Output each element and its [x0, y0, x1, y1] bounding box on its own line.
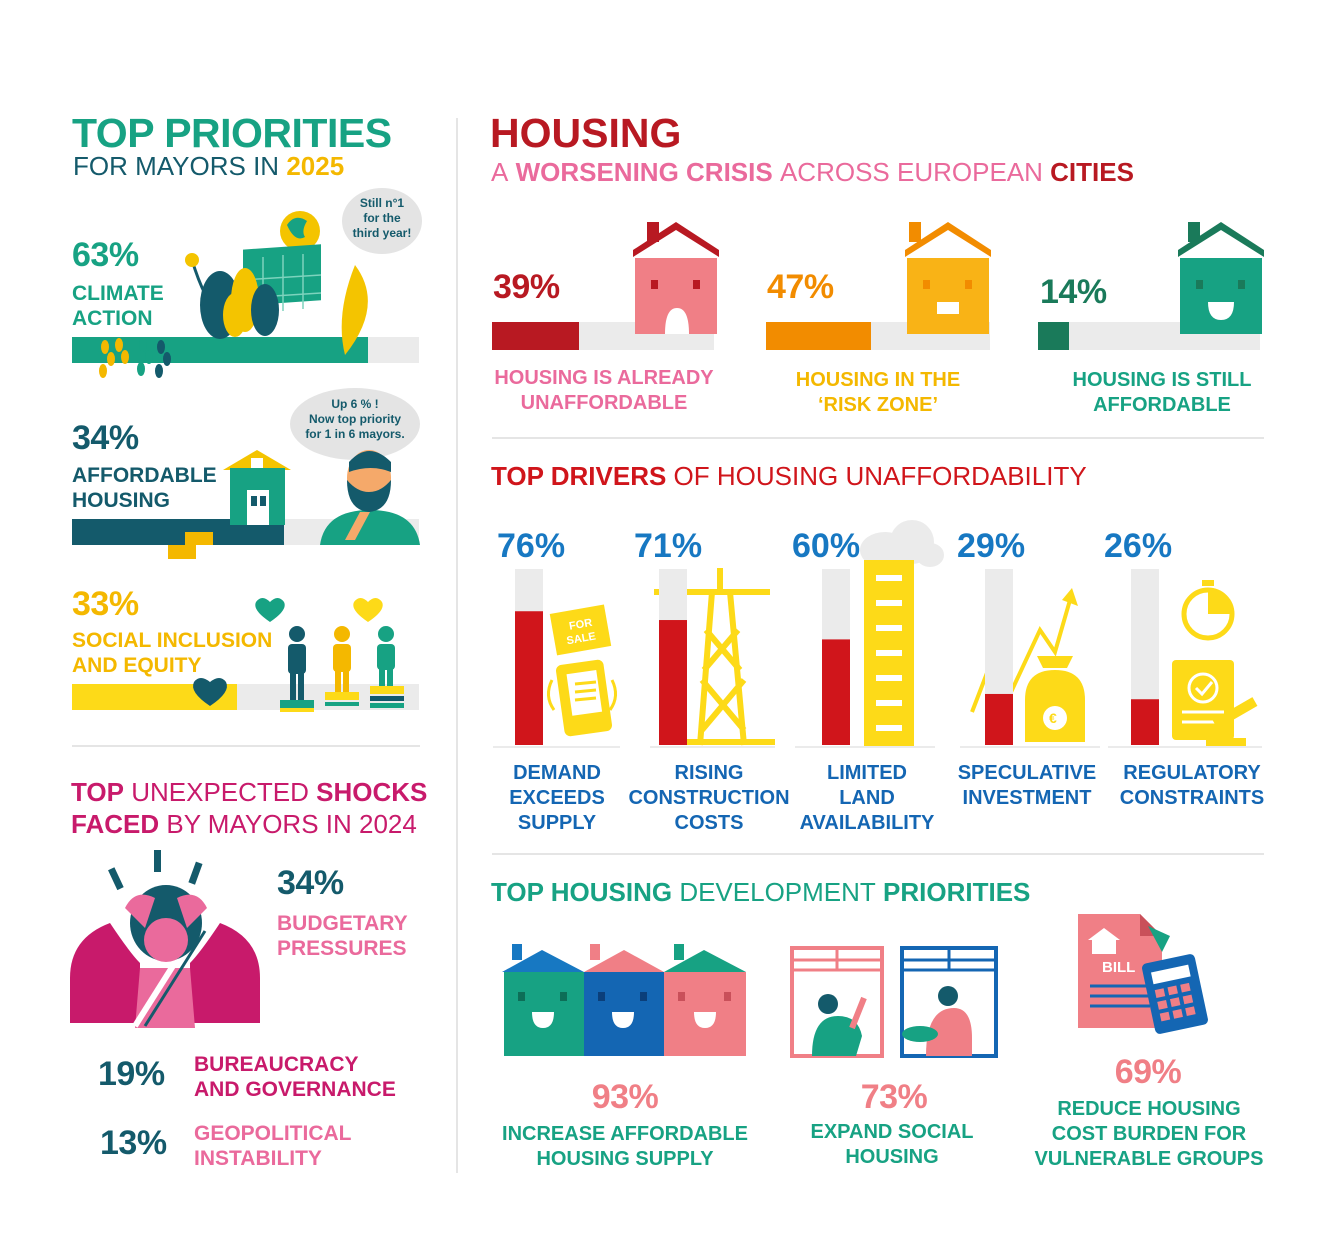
driver-bar: [1131, 699, 1159, 745]
happy-house-icon: [1178, 222, 1264, 334]
for-sale-phone-icon: FOR SALE: [547, 604, 617, 737]
svg-text:BILL: BILL: [1102, 959, 1135, 976]
stopwatch-document-gavel-icon: [1172, 580, 1258, 746]
driver-value-label: 26%: [1104, 527, 1172, 565]
status-unaffordable-label: HOUSING IS ALREADY UNAFFORDABLE: [494, 367, 714, 414]
status-risk-fill: [766, 322, 871, 350]
priority-housing-label: AFFORDABLE HOUSING: [72, 464, 217, 512]
housing-divider-2: [492, 853, 1264, 855]
building-cloud-icon: [860, 520, 944, 746]
priority-housing-pct: 34%: [72, 419, 139, 457]
driver-category-label: RISING: [675, 762, 744, 784]
climate-illustration-icon: [99, 211, 368, 378]
climate-bubble-text: Still n°1 for the third year!: [352, 196, 412, 240]
priority-climate-pct: 63%: [72, 236, 139, 274]
dev-burden-label: REDUCE HOUSING COST BURDEN FOR VULNERABL…: [1034, 1098, 1264, 1170]
shock-budget-pct: 34%: [277, 864, 344, 902]
dev-supply-label: INCREASE AFFORDABLE HOUSING SUPPLY: [502, 1123, 748, 1170]
priorities-subtitle: FOR MAYORS IN 2025: [73, 151, 345, 181]
housing-title: HOUSING: [490, 110, 682, 156]
column-divider: [456, 118, 458, 1173]
dev-social-pct: 73%: [860, 1078, 928, 1116]
dev-supply-pct: 93%: [591, 1078, 659, 1116]
driver-category-label: LAND: [839, 787, 895, 809]
dev-social-label: EXPAND SOCIAL HOUSING: [810, 1121, 974, 1168]
windows-neighbours-icon: [790, 946, 998, 1058]
driver-category-label: CONSTRAINTS: [1120, 787, 1264, 809]
house-and-mayor-icon: [168, 450, 420, 559]
priority-inclusion-pct: 33%: [72, 585, 139, 623]
status-risk-label: HOUSING IN THE ‘RISK ZONE’: [795, 369, 961, 416]
shock-bureaucracy-label: BUREAUCRACY AND GOVERNANCE: [194, 1053, 396, 1101]
status-risk-pct: 47%: [767, 268, 834, 306]
driver-bar: [822, 639, 850, 745]
drivers-title: TOP DRIVERS OF HOUSING UNAFFORDABILITY: [491, 461, 1087, 491]
driver-value-label: 60%: [792, 527, 860, 565]
driver-category-label: LIMITED: [827, 762, 907, 784]
shock-budget-label: BUDGETARY PRESSURES: [277, 912, 408, 960]
housing-subtitle: A WORSENING CRISIS ACROSS EUROPEAN CITIE…: [491, 157, 1134, 187]
bill-calculator-icon: BILL: [1078, 914, 1208, 1034]
svg-text:FOR: FOR: [568, 617, 593, 633]
driver-bar: [659, 620, 687, 745]
shocks-title: TOP UNEXPECTED SHOCKS FACED BY MAYORS IN…: [71, 777, 428, 839]
priority-climate-label: CLIMATE ACTION: [72, 282, 164, 330]
status-unaffordable-fill: [492, 322, 579, 350]
driver-value-label: 71%: [634, 527, 702, 565]
stressed-person-icon: [70, 850, 260, 1028]
driver-category-label: SUPPLY: [518, 812, 597, 834]
neutral-house-icon: [905, 222, 991, 334]
driver-category-label: COSTS: [675, 812, 744, 834]
driver-value-label: 76%: [497, 527, 565, 565]
status-unaffordable-pct: 39%: [493, 268, 560, 306]
driver-category-label: SPECULATIVE: [958, 762, 1097, 784]
housing-bubble-text: Up 6 % ! Now top priority for 1 in 6 may…: [305, 397, 405, 441]
housing-speech-bubble: [290, 388, 420, 460]
dev-burden-pct: 69%: [1114, 1053, 1182, 1091]
svg-text:€: €: [1049, 710, 1057, 726]
three-houses-icon: [502, 944, 746, 1056]
status-affordable-pct: 14%: [1040, 273, 1107, 311]
shock-bureaucracy-pct: 19%: [98, 1055, 165, 1093]
housing-divider-1: [492, 437, 1264, 439]
priority-inclusion-label: SOCIAL INCLUSION AND EQUITY: [72, 629, 273, 677]
sad-house-icon: [633, 222, 719, 334]
driver-category-label: EXCEEDS: [509, 787, 605, 809]
money-bag-arrow-icon: €: [970, 588, 1085, 742]
driver-category-label: CONSTRUCTION: [628, 787, 789, 809]
driver-category-label: INVESTMENT: [963, 787, 1092, 809]
dev-title: TOP HOUSING DEVELOPMENT PRIORITIES: [491, 877, 1031, 907]
climate-speech-bubble: [342, 188, 422, 254]
driver-category-label: DEMAND: [513, 762, 601, 784]
people-podium-icon: [193, 598, 404, 712]
shock-geopolitical-label: GEOPOLITICAL INSTABILITY: [194, 1122, 352, 1170]
priorities-title: TOP PRIORITIES: [72, 110, 392, 156]
driver-category-label: AVAILABILITY: [800, 812, 935, 834]
status-affordable-label: HOUSING IS STILL AFFORDABLE: [1072, 369, 1252, 416]
svg-text:SALE: SALE: [566, 630, 597, 647]
shock-geopolitical-pct: 13%: [100, 1124, 167, 1162]
driver-bar: [985, 693, 1013, 745]
driver-category-label: REGULATORY: [1123, 762, 1261, 784]
status-affordable-fill: [1038, 322, 1069, 350]
left-divider: [72, 745, 420, 747]
driver-bar: [515, 611, 543, 745]
driver-value-label: 29%: [957, 527, 1025, 565]
